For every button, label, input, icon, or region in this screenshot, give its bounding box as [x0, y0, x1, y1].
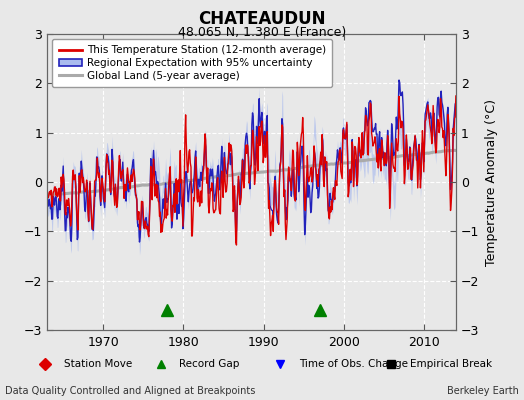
Text: Station Move: Station Move	[64, 359, 132, 369]
Y-axis label: Temperature Anomaly (°C): Temperature Anomaly (°C)	[485, 98, 498, 266]
Text: Time of Obs. Change: Time of Obs. Change	[299, 359, 408, 369]
Text: CHATEAUDUN: CHATEAUDUN	[198, 10, 326, 28]
Legend: This Temperature Station (12-month average), Regional Expectation with 95% uncer: This Temperature Station (12-month avera…	[52, 39, 332, 87]
Text: 48.065 N, 1.380 E (France): 48.065 N, 1.380 E (France)	[178, 26, 346, 39]
Text: Data Quality Controlled and Aligned at Breakpoints: Data Quality Controlled and Aligned at B…	[5, 386, 256, 396]
Text: Berkeley Earth: Berkeley Earth	[447, 386, 519, 396]
Text: Record Gap: Record Gap	[179, 359, 239, 369]
Text: Empirical Break: Empirical Break	[410, 359, 492, 369]
